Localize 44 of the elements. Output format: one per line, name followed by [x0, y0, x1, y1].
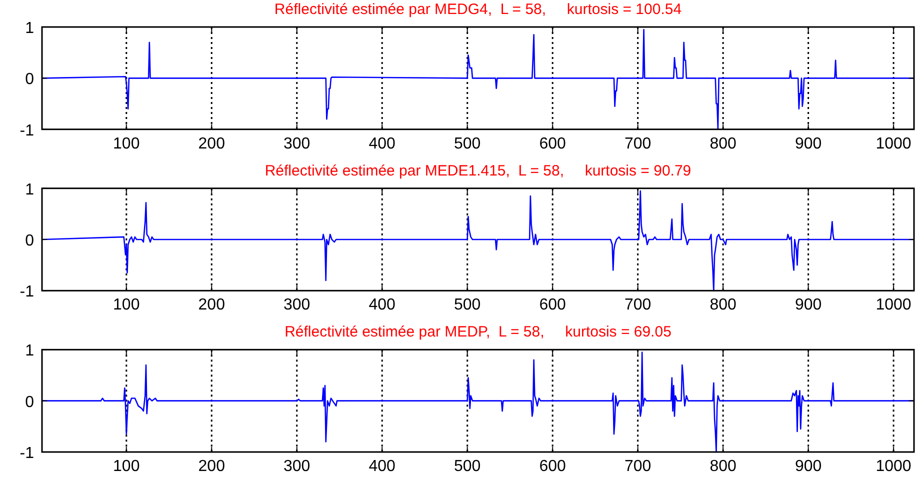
chart-title: Réflectivité estimée par MEDP, L = 58, kurtosis = 69.05	[284, 324, 672, 341]
x-tick-label: 900	[794, 135, 822, 152]
x-tick-label: 700	[624, 135, 652, 152]
x-tick-label: 600	[539, 458, 566, 475]
x-tick-label: 1000	[876, 458, 912, 475]
x-tick-label: 800	[710, 296, 737, 314]
y-tick-label: 0	[25, 394, 34, 411]
x-tick-label: 1000	[876, 135, 912, 152]
x-tick-label: 300	[284, 135, 310, 152]
y-tick-label: 1	[25, 20, 34, 37]
x-tick-label: 1000	[876, 296, 912, 314]
x-tick-label: 500	[454, 296, 481, 314]
y-tick-label: -1	[20, 445, 34, 462]
y-tick-label: 0	[25, 71, 34, 88]
y-tick-label: 1	[25, 342, 34, 360]
y-tick-label: 0	[25, 232, 34, 250]
x-tick-label: 200	[198, 458, 226, 475]
x-tick-label: 400	[368, 458, 396, 475]
x-tick-label: 900	[794, 296, 822, 314]
line-series	[41, 352, 915, 453]
x-tick-label: 200	[198, 296, 226, 314]
x-tick-label: 300	[284, 458, 310, 475]
x-tick-label: 800	[710, 135, 737, 152]
chart-title: Réflectivité estimée par MEDE1.415, L = 58, kurtosis = 90.79	[264, 162, 692, 180]
x-tick-label: 700	[624, 458, 652, 475]
x-tick-label: 900	[794, 458, 822, 475]
y-tick-label: -1	[20, 284, 34, 301]
x-tick-label: 100	[113, 135, 140, 152]
x-tick-label: 100	[113, 458, 140, 475]
x-tick-label: 100	[113, 296, 140, 314]
line-series	[41, 28, 915, 130]
x-tick-label: 800	[710, 458, 737, 475]
y-tick-label: -1	[20, 122, 34, 140]
x-tick-label: 400	[368, 135, 396, 152]
y-tick-label: 1	[25, 181, 34, 198]
x-tick-label: 300	[284, 296, 310, 314]
x-tick-label: 500	[454, 135, 481, 152]
x-tick-label: 600	[539, 135, 566, 152]
x-tick-label: 700	[624, 296, 652, 314]
x-tick-label: 200	[198, 135, 226, 152]
x-tick-label: 400	[368, 296, 396, 314]
x-tick-label: 500	[454, 458, 481, 475]
x-tick-label: 600	[539, 296, 566, 314]
chart-title: Réflectivité estimée par MEDG4, L = 58, kurtosis = 100.54	[274, 1, 682, 18]
